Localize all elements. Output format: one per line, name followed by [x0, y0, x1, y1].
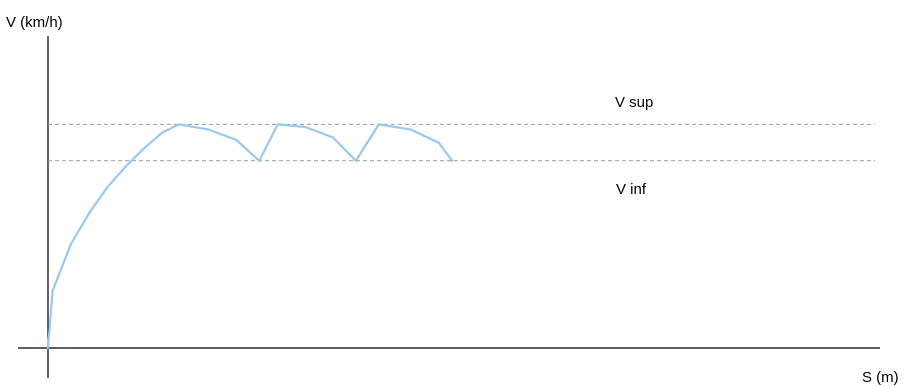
x-axis-label: S (m): [862, 369, 899, 386]
v-sup-label: V sup: [615, 94, 653, 111]
y-axis-label: V (km/h): [6, 14, 63, 31]
speed-curve: [46, 123, 454, 350]
v-inf-label: V inf: [616, 181, 647, 198]
